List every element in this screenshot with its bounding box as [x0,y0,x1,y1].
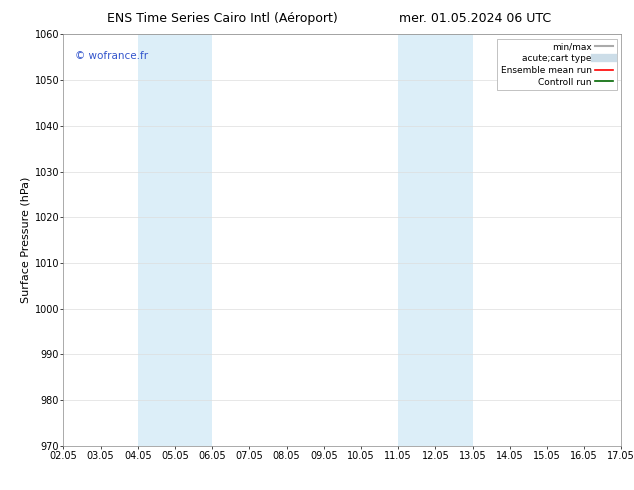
Text: ENS Time Series Cairo Intl (Aéroport): ENS Time Series Cairo Intl (Aéroport) [107,12,337,25]
Bar [138,34,212,446]
Bar [398,34,472,446]
Y-axis label: Surface Pressure (hPa): Surface Pressure (hPa) [20,177,30,303]
Text: mer. 01.05.2024 06 UTC: mer. 01.05.2024 06 UTC [399,12,552,25]
Legend: min/max, acute;cart type, Ensemble mean run, Controll run: min/max, acute;cart type, Ensemble mean … [497,39,617,90]
Text: © wofrance.fr: © wofrance.fr [75,51,148,61]
